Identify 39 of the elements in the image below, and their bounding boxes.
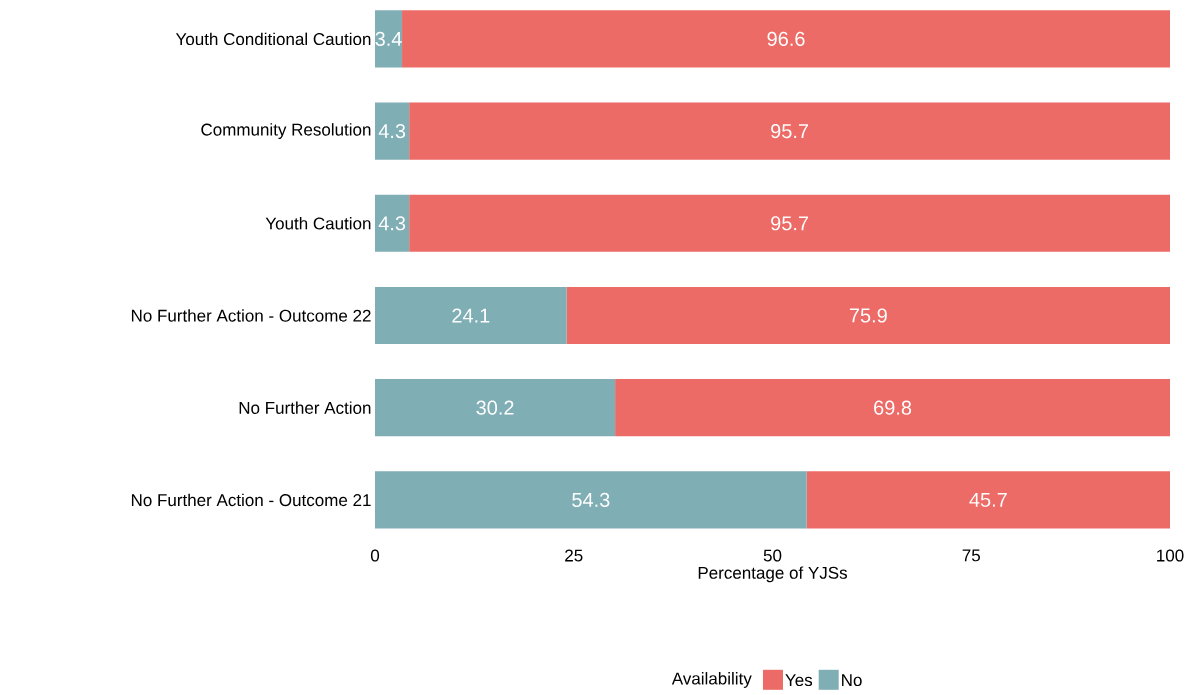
y-tick-label: Youth Conditional Caution xyxy=(175,32,371,46)
y-tick-label: Community Resolution xyxy=(201,123,371,139)
bar xyxy=(806,471,1171,529)
bar xyxy=(375,10,403,68)
legend-label: Yes xyxy=(785,674,813,687)
bar xyxy=(615,379,1171,437)
bar xyxy=(375,194,410,252)
data-label: 75.9 xyxy=(849,308,887,323)
data-label: 4.3 xyxy=(378,123,406,139)
x-axis-title: Percentage of YJSs xyxy=(698,566,847,583)
data-label: 95.7 xyxy=(771,216,809,231)
data-label: 4.3 xyxy=(378,216,406,231)
data-label: 45.7 xyxy=(969,492,1007,507)
bar xyxy=(409,194,1171,252)
y-tick-label: No Further Action - Outcome 22 xyxy=(131,309,371,322)
y-tick-label: Youth Caution xyxy=(265,217,371,230)
y-tick-label: No Further Action - Outcome 21 xyxy=(131,493,371,507)
bar xyxy=(375,471,807,529)
x-tick-label: 25 xyxy=(565,549,583,562)
x-tick-label: 50 xyxy=(763,549,782,562)
bar xyxy=(409,102,1171,160)
data-label: 96.6 xyxy=(767,31,805,46)
bar xyxy=(566,286,1171,345)
legend-label: No xyxy=(842,674,862,687)
data-label: 69.8 xyxy=(874,400,912,415)
data-label: 54.3 xyxy=(572,492,610,507)
data-label: 24.1 xyxy=(452,308,490,323)
data-label: 95.7 xyxy=(771,123,809,139)
x-tick-label: 0 xyxy=(370,549,380,562)
x-tick-label: 100 xyxy=(1157,549,1184,562)
legend-title: Availability xyxy=(671,672,752,688)
bar xyxy=(402,10,1171,68)
data-label: 3.4 xyxy=(375,31,402,46)
bar xyxy=(375,286,567,345)
y-tick-label: No Further Action xyxy=(239,401,371,414)
x-tick-label: 75 xyxy=(962,549,980,562)
bar xyxy=(375,379,616,437)
data-label: 30.2 xyxy=(476,400,514,415)
bar xyxy=(375,102,410,160)
